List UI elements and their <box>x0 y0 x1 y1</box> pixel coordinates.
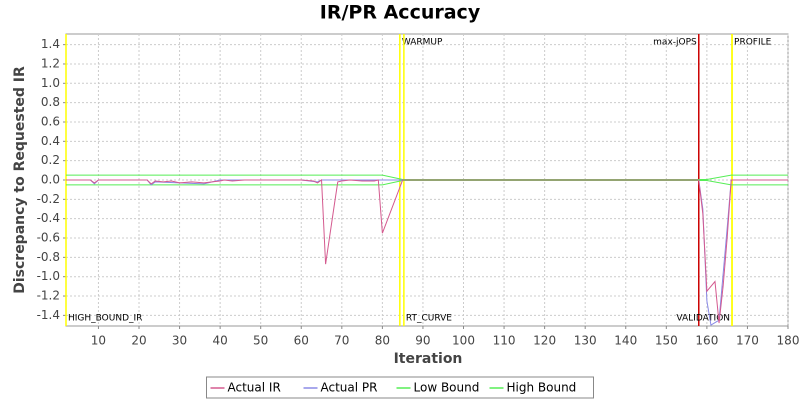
marker-label: HIGH_BOUND_IR <box>68 314 142 324</box>
x-tick-label: 30 <box>172 334 187 348</box>
legend-label: High Bound <box>507 381 577 395</box>
y-tick-label: 0.8 <box>41 95 60 109</box>
y-tick-label: -1.0 <box>37 269 60 283</box>
x-tick-label: 70 <box>334 334 349 348</box>
y-tick-label: -1.4 <box>37 308 60 322</box>
x-axis-label: Iteration <box>394 351 463 367</box>
x-tick-label: 40 <box>212 334 227 348</box>
x-tick-label: 20 <box>131 334 146 348</box>
x-tick-label: 80 <box>375 334 390 348</box>
marker-label: PROFILE <box>734 38 772 48</box>
y-tick-label: 1.2 <box>41 56 60 70</box>
legend-label: Actual IR <box>228 381 281 395</box>
legend-label: Low Bound <box>414 381 480 395</box>
x-tick-label: 180 <box>777 334 800 348</box>
y-tick-label: 1.4 <box>41 37 60 51</box>
x-tick-label: 90 <box>415 334 430 348</box>
x-tick-label: 150 <box>655 334 678 348</box>
y-tick-label: 0.6 <box>41 114 60 128</box>
x-tick-label: 140 <box>614 334 637 348</box>
x-tick-label: 160 <box>695 334 718 348</box>
x-tick-label: 120 <box>533 334 556 348</box>
legend: Actual IR Actual PR Low Bound High Bound <box>206 376 594 399</box>
y-tick-label: -1.2 <box>37 289 60 303</box>
x-tick-label: 110 <box>493 334 516 348</box>
y-tick-label: -0.8 <box>37 250 60 264</box>
x-tick-label: 60 <box>294 334 309 348</box>
x-tick-label: 170 <box>736 334 759 348</box>
y-tick-label: 0.2 <box>41 153 60 167</box>
series-line <box>66 179 788 324</box>
y-tick-label: -0.6 <box>37 231 60 245</box>
y-tick-label: 1.0 <box>41 76 60 90</box>
x-tick-label: 130 <box>574 334 597 348</box>
y-axis-label: Discrepancy to Requested IR <box>12 66 28 294</box>
y-tick-label: 0.4 <box>41 134 60 148</box>
x-tick-label: 100 <box>452 334 475 348</box>
x-tick-label: 50 <box>253 334 268 348</box>
marker-label: VALIDATION <box>676 314 730 324</box>
marker-label: WARMUP <box>402 38 443 48</box>
marker-label: max-jOPS <box>653 38 697 48</box>
y-tick-label: -0.4 <box>37 211 60 225</box>
chart-title: IR/PR Accuracy <box>320 2 481 24</box>
x-tick-label: 10 <box>91 334 106 348</box>
legend-label: Actual PR <box>321 381 378 395</box>
marker-label: RT_CURVE <box>406 314 452 324</box>
y-tick-label: -0.2 <box>37 192 60 206</box>
y-tick-label: 0.0 <box>41 173 60 187</box>
